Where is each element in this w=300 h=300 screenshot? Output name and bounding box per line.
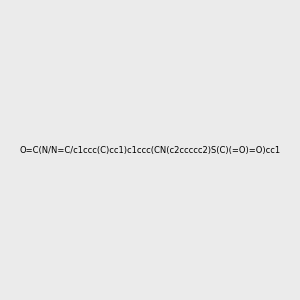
Text: O=C(N/N=C/c1ccc(C)cc1)c1ccc(CN(c2ccccc2)S(C)(=O)=O)cc1: O=C(N/N=C/c1ccc(C)cc1)c1ccc(CN(c2ccccc2)… [20, 146, 281, 154]
